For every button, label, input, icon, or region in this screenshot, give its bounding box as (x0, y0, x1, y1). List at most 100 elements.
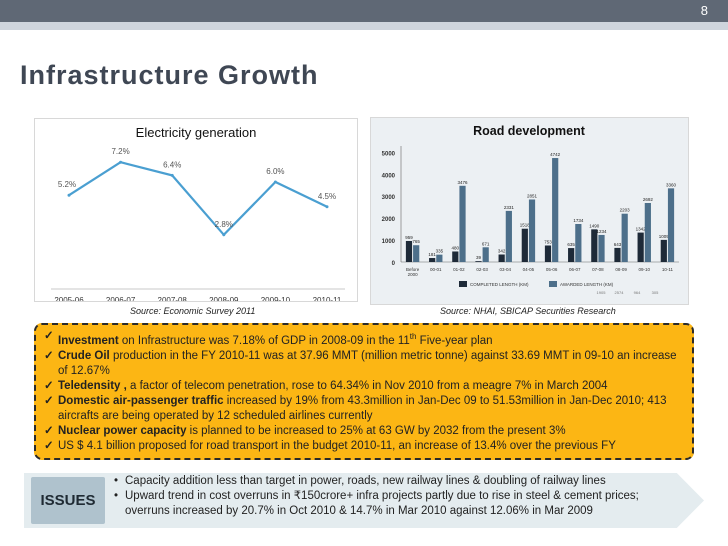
data-point (273, 180, 277, 184)
bar (528, 199, 536, 262)
x-tick-label: 2005-06 (54, 296, 84, 301)
bar-value-label: 2851 (527, 193, 538, 198)
bar (637, 232, 644, 262)
x-tick-label: 2007-08 (158, 296, 188, 301)
road-chart: Road development 0 1000 2000 3000 4000 5000 Bef… (370, 117, 689, 305)
bar-value-label: 2203 (620, 208, 631, 213)
legend-label-awarded: AWARDED LENGTH (KM) (560, 282, 614, 287)
x-tick-label: 06-07 (569, 267, 581, 272)
bar-value-label: 765 (412, 239, 420, 244)
bar-value-label: 1009 (659, 234, 670, 239)
highlight-road-budget: ✓ US $ 4.1 billion proposed for road tran… (44, 439, 616, 452)
bar-value-label: 342 (498, 249, 506, 254)
data-label: 5.2% (58, 180, 76, 189)
bar (436, 254, 443, 262)
bar-value-label: 1490 (589, 223, 600, 228)
bar-value-label: 753 (544, 239, 552, 244)
slide-title: Infrastructure Growth (20, 60, 319, 90)
highlight-crude-oil: ✓ Crude Oil production in the FY 2010-11 … (44, 349, 677, 377)
legend-label-completed: COMPLETED LENGTH (KM) (470, 282, 529, 287)
issue-item: • Capacity addition less than target in p… (114, 475, 606, 487)
extra-value-label: 2574 (615, 290, 625, 295)
x-tick-label: 01-02 (453, 267, 465, 272)
bar (568, 248, 575, 262)
bar (475, 261, 482, 262)
bar-value-label: 959 (405, 235, 413, 240)
data-point (119, 160, 123, 164)
bar (552, 158, 559, 262)
bar (405, 240, 413, 262)
bar (452, 251, 459, 262)
x-tick-label: 10-11 (662, 267, 674, 272)
highlight-teledensity: ✓ Teledensity , a factor of telecom penet… (44, 379, 608, 392)
data-label: 6.0% (266, 167, 284, 176)
data-label: 6.4% (163, 160, 181, 169)
electricity-chart-svg: Electricity generation 5.2% 2005-06 7.2% 200… (51, 125, 345, 301)
road-chart-svg: Road development 0 1000 2000 3000 4000 5000 Bef… (382, 124, 679, 295)
bar-value-label: 1734 (573, 218, 584, 223)
bar (413, 245, 420, 262)
data-label: 4.5% (318, 192, 336, 201)
extra-value-label: 305 (652, 290, 659, 295)
x-tick-label: 03-04 (499, 267, 511, 272)
bar (482, 247, 489, 262)
x-tick-label: 2006-07 (106, 296, 136, 301)
data-point (222, 233, 226, 237)
issues-band (24, 473, 704, 528)
bullet-icon: • (114, 490, 119, 502)
legend-swatch-completed (459, 281, 467, 287)
highlight-nuclear: ✓ Nuclear power capacity is planned to be… (44, 424, 566, 437)
bar-value-label: 671 (482, 241, 490, 246)
bar (544, 245, 552, 262)
data-label: 2.8% (215, 220, 233, 229)
extra-value-label: 1905 (597, 290, 607, 295)
bar-value-label: 4742 (550, 152, 561, 157)
issues-label: ISSUES (31, 477, 105, 524)
slide-top-bar: 8 (0, 0, 728, 22)
x-tick-label: 2009-10 (261, 296, 291, 301)
bar-value-label: 1518 (520, 223, 531, 228)
x-tick-label: 2008-09 (209, 296, 239, 301)
data-label: 7.2% (111, 147, 129, 156)
header-stripe (0, 22, 728, 30)
road-source: Source: NHAI, SBICAP Securities Research (440, 306, 616, 316)
x-tick-label: 08-09 (615, 267, 627, 272)
y-tick-label: 2000 (382, 217, 396, 223)
check-icon: ✓ (44, 379, 54, 392)
bar-value-label: 2331 (504, 205, 515, 210)
check-icon: ✓ (44, 394, 54, 407)
x-tick-label: 2010-11 (313, 296, 342, 301)
check-icon: ✓ (44, 330, 54, 342)
x-tick-label: 00-01 (430, 267, 442, 272)
chart-title: Road development (473, 124, 586, 138)
electricity-source: Source: Economic Survey 2011 (130, 306, 256, 316)
check-icon: ✓ (44, 439, 54, 452)
bar-value-label: 3476 (458, 180, 469, 185)
bar (521, 228, 528, 262)
highlights-box: ✓ Investment on Infrastructure was 7.18% … (34, 323, 694, 460)
bar-value-label: 181 (428, 252, 436, 257)
bar-value-label: 39 (476, 255, 482, 260)
x-tick-label: 07-08 (592, 267, 604, 272)
slide-number: 8 (700, 3, 708, 18)
x-tick-label: 04-05 (523, 267, 535, 272)
y-tick-label: 3000 (382, 195, 396, 201)
bar-value-label: 635 (567, 242, 575, 247)
data-point (325, 205, 329, 209)
y-tick-label: 5000 (382, 151, 396, 157)
bullet-icon: • (114, 475, 119, 487)
x-tick-label: 2000 (408, 272, 419, 277)
electricity-chart: Electricity generation 5.2% 2005-06 7.2% 200… (34, 118, 358, 302)
y-tick-label: 4000 (382, 173, 396, 179)
bar (598, 234, 605, 262)
data-point (170, 173, 174, 177)
bar-value-label: 3360 (666, 182, 677, 187)
bar-value-label: 1234 (597, 229, 608, 234)
bar-value-label: 335 (436, 249, 444, 254)
highlight-investment: ✓ Investment on Infrastructure was 7.18% … (44, 330, 493, 347)
issues-list: • Capacity addition less than target in p… (114, 474, 684, 519)
x-tick-label: Before (406, 267, 420, 272)
bar (644, 202, 651, 262)
highlight-air-traffic: ✓ Domestic air-passenger traffic increase… (44, 394, 667, 422)
bar-value-label: 1342 (636, 227, 647, 232)
